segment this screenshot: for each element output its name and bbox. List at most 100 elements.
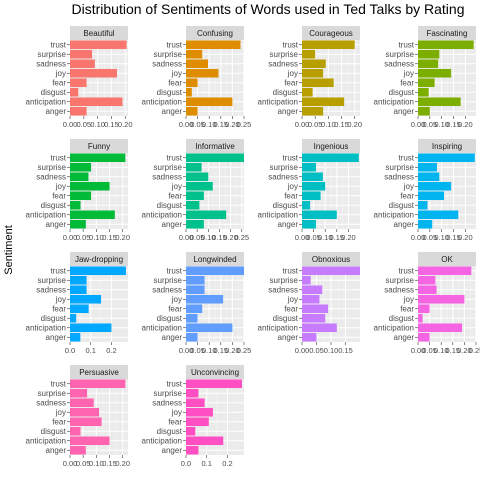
x-tick-label: 0.05 [76, 459, 91, 468]
bar-joy [70, 181, 110, 191]
y-tick-label: surprise [38, 276, 67, 285]
bar-trust [70, 379, 126, 389]
y-tick-label: anticipation [374, 324, 414, 333]
y-tick-label: surprise [38, 163, 67, 172]
y-tick-label: surprise [154, 276, 183, 285]
y-tick-label: fear [52, 418, 66, 427]
bar-surprise [418, 49, 440, 59]
bar-surprise [302, 49, 316, 59]
y-tick-label: anger [278, 333, 299, 342]
bar-disgust [418, 87, 429, 97]
y-tick-label: trust [166, 380, 182, 389]
y-tick-label: disgust [389, 314, 415, 323]
y-tick-label: anger [394, 220, 415, 229]
facet-panels: Beautifulangeranticipationdisgustfearjoy… [26, 26, 480, 468]
bar-fear [186, 78, 198, 88]
x-tick-label: 0.10 [90, 120, 105, 129]
y-tick-label: anticipation [374, 211, 414, 220]
y-tick-label: trust [166, 41, 182, 50]
x-tick-label: 0.15 [446, 233, 461, 242]
y-tick-label: sadness [152, 399, 182, 408]
facet-label: Obnoxious [312, 255, 350, 264]
bar-joy [302, 294, 320, 304]
y-tick-label: anticipation [142, 211, 182, 220]
x-tick-label: 0.20 [225, 346, 240, 355]
bar-trust [418, 40, 474, 50]
x-tick-label: 0.00 [411, 233, 426, 242]
y-tick-label: fear [400, 192, 414, 201]
facet-label: Fascinating [427, 29, 468, 38]
y-tick-label: joy [171, 295, 182, 304]
facet-label: Confusing [197, 29, 233, 38]
y-tick-label: disgust [157, 201, 183, 210]
y-tick-label: disgust [389, 201, 415, 210]
facet-label: Longwinded [193, 255, 236, 264]
x-tick-label: 0.00 [179, 346, 194, 355]
facet-strip [70, 26, 128, 40]
facet-label: Funny [88, 142, 110, 151]
x-tick-label: 0.10 [434, 233, 449, 242]
y-tick-label: joy [171, 69, 182, 78]
bar-anticipation [70, 436, 110, 446]
bar-trust [70, 153, 126, 163]
y-tick-label: anger [162, 107, 183, 116]
x-tick-label: 0.10 [324, 346, 339, 355]
x-tick-label: 0.15 [104, 120, 119, 129]
x-tick-label: 0.10 [89, 233, 104, 242]
x-tick-label: 0.10 [89, 459, 104, 468]
facet-strip [70, 252, 128, 266]
bar-joy [418, 68, 452, 78]
y-tick-label: trust [282, 267, 298, 276]
bar-sadness [418, 59, 439, 69]
bar-sadness [70, 285, 87, 295]
y-tick-label: sadness [268, 286, 298, 295]
y-tick-label: trust [166, 154, 182, 163]
y-tick-label: fear [400, 305, 414, 314]
x-tick-label: 0.10 [202, 346, 217, 355]
y-tick-label: surprise [154, 163, 183, 172]
y-tick-label: fear [168, 79, 182, 88]
bar-surprise [70, 49, 93, 59]
y-tick-label: sadness [36, 60, 66, 69]
bar-anticipation [302, 323, 337, 333]
x-tick-label: 0.00 [295, 233, 310, 242]
y-tick-label: anticipation [26, 211, 66, 220]
y-tick-label: trust [282, 154, 298, 163]
bar-disgust [302, 313, 326, 323]
y-tick-label: anticipation [258, 324, 298, 333]
x-tick-label: 0.25 [237, 346, 252, 355]
y-tick-label: disgust [273, 201, 299, 210]
bar-anger [70, 219, 86, 229]
y-tick-label: fear [284, 79, 298, 88]
bar-anger [418, 219, 433, 229]
x-tick-label: 0.20 [457, 346, 472, 355]
bar-joy [70, 294, 102, 304]
panel-ok: OK angeranticipationdisgustfearjoysadness… [374, 252, 480, 355]
facet-strip [302, 139, 360, 153]
y-tick-label: joy [287, 182, 298, 191]
bar-anger [302, 219, 316, 229]
x-tick-label: 0.0 [65, 346, 75, 355]
x-tick-label: 0.15 [334, 120, 349, 129]
y-tick-label: anger [162, 333, 183, 342]
panel-beautiful: Beautiful angeranticipationdisgustfearjoy… [26, 26, 133, 129]
y-tick-label: anger [46, 107, 67, 116]
bar-anticipation [186, 323, 233, 333]
y-tick-label: sadness [268, 173, 298, 182]
y-tick-label: fear [52, 305, 66, 314]
bar-fear [186, 304, 203, 314]
y-tick-label: surprise [38, 50, 67, 59]
x-tick-label: 0.00 [179, 233, 194, 242]
bar-joy [418, 181, 452, 191]
bar-trust [186, 379, 242, 389]
x-tick-label: 0.20 [458, 233, 473, 242]
y-tick-label: sadness [152, 286, 182, 295]
x-tick-label: 0.15 [338, 346, 353, 355]
x-tick-label: 0.2 [222, 459, 232, 468]
bar-anticipation [418, 97, 461, 107]
y-tick-label: anger [394, 333, 415, 342]
bar-disgust [302, 87, 313, 97]
x-tick-label: 0.20 [118, 120, 133, 129]
bar-surprise [70, 388, 88, 398]
